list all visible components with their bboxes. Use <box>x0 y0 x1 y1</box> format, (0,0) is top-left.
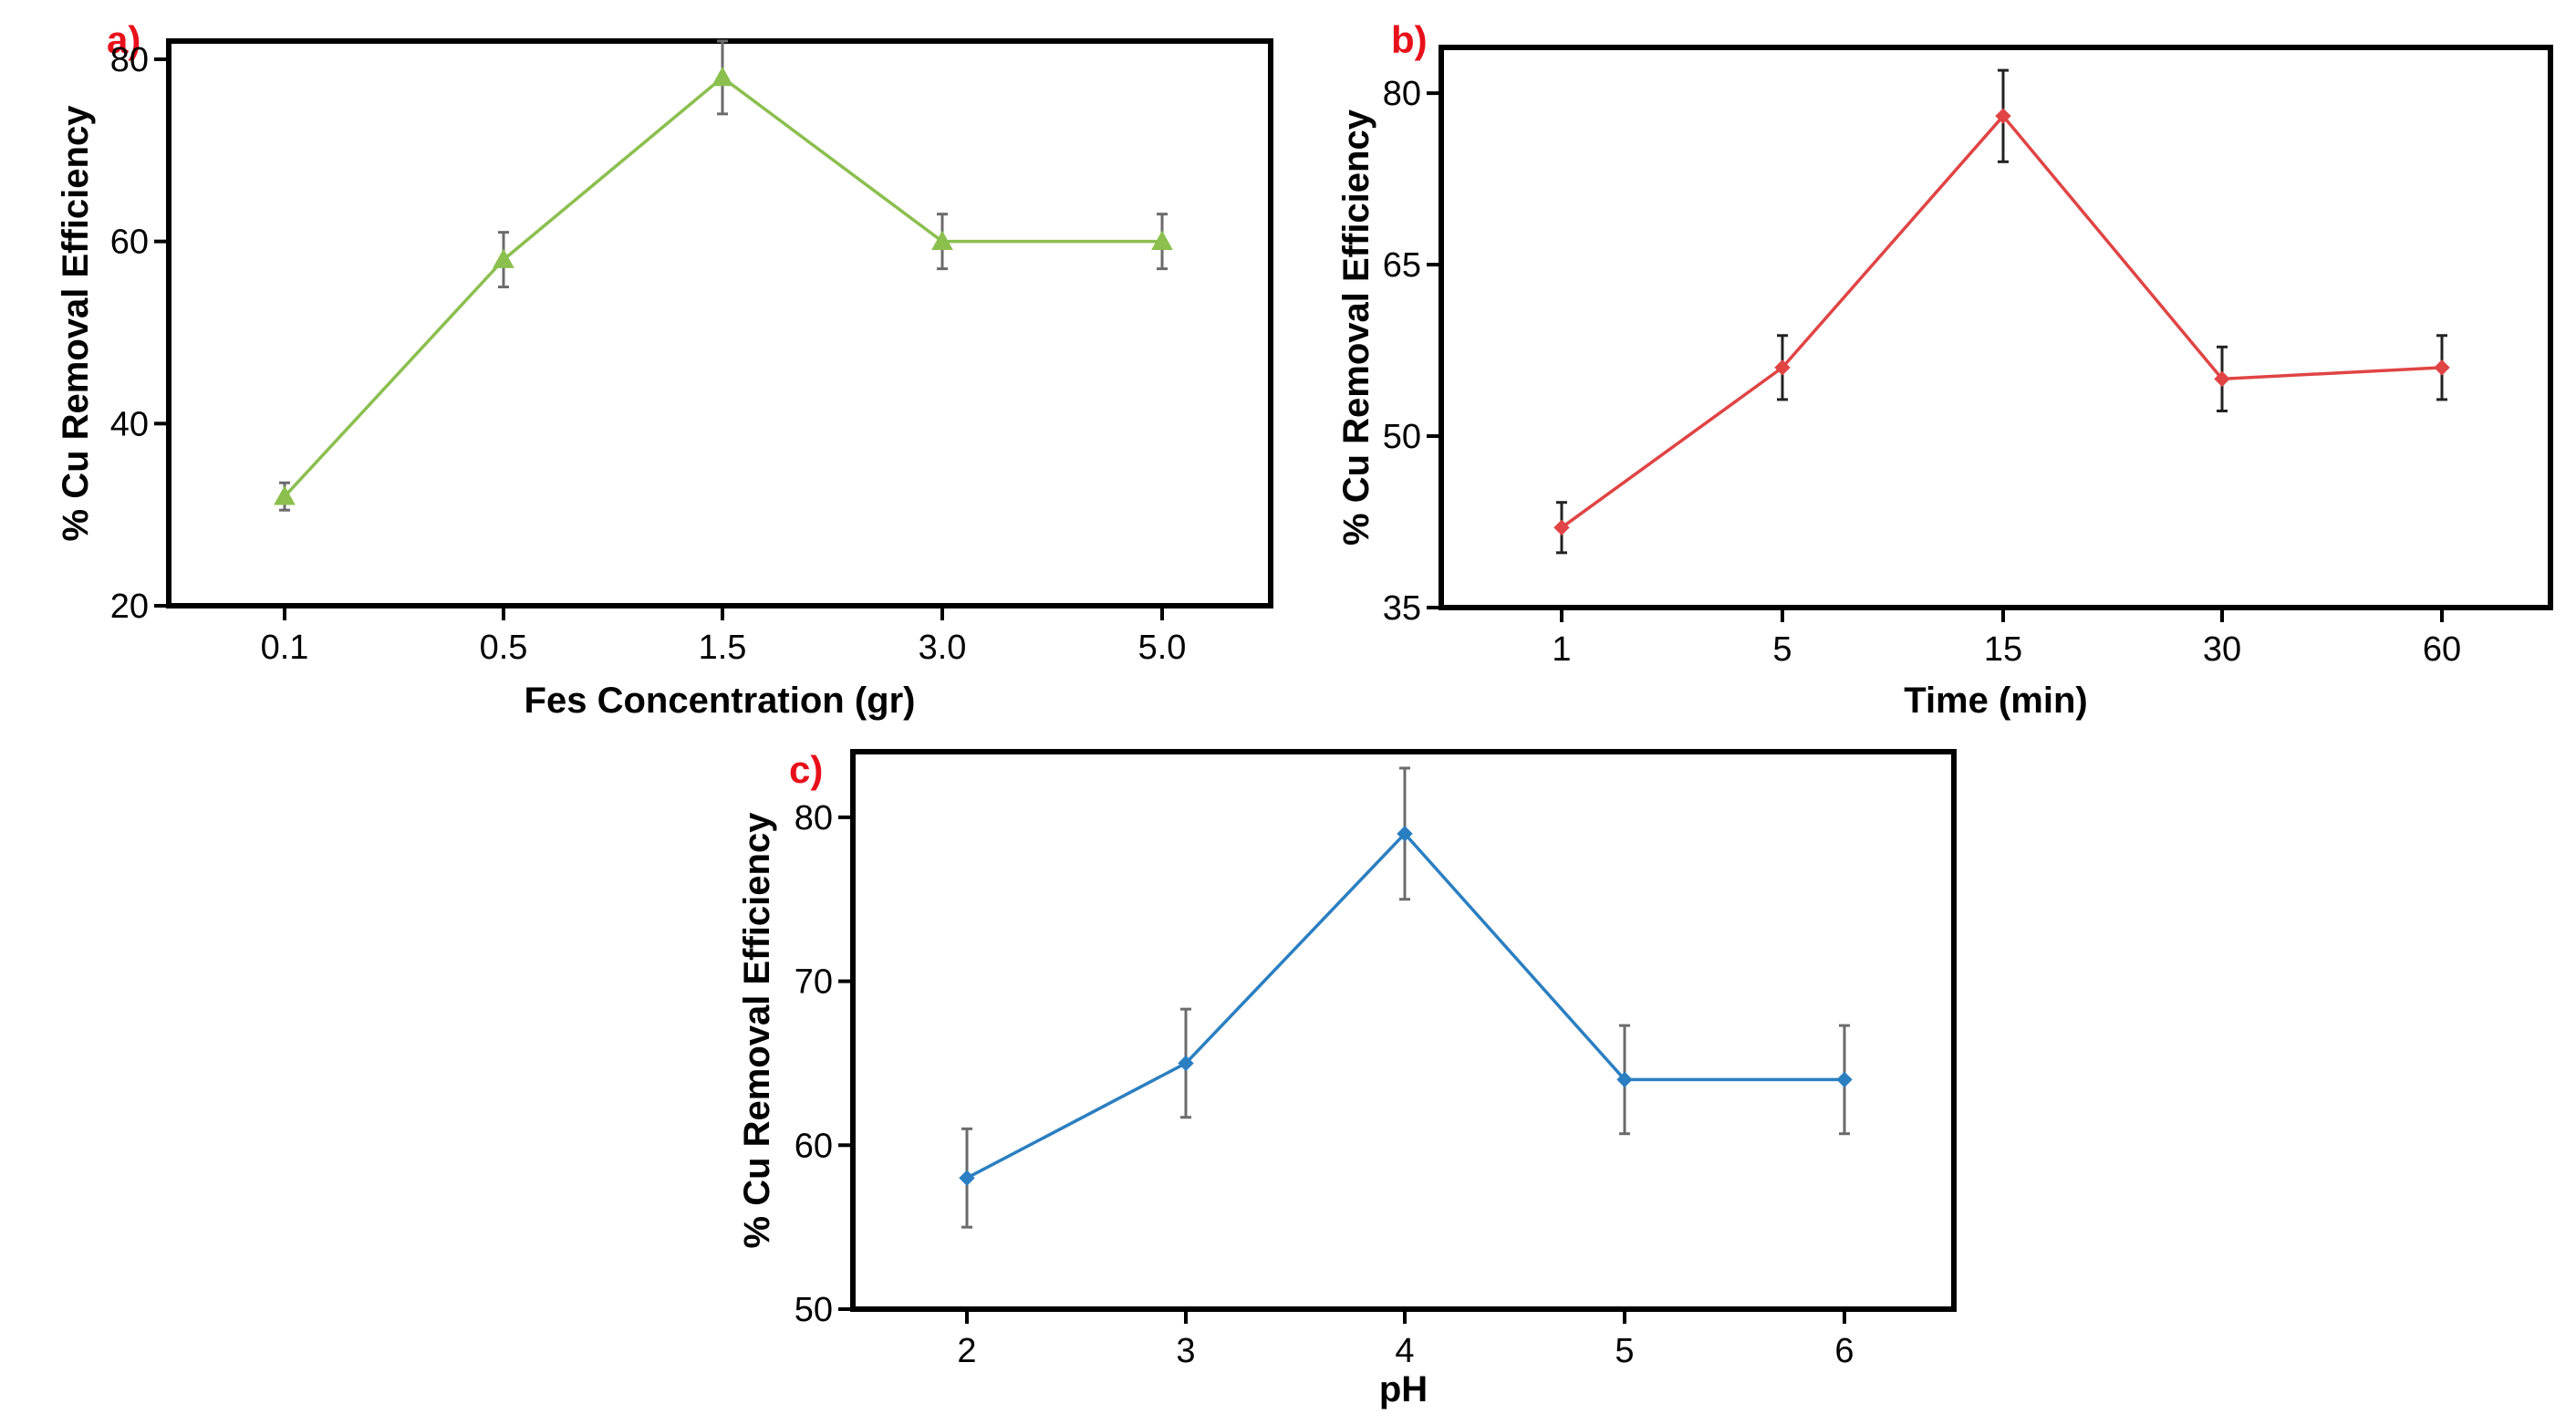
data-point <box>493 248 514 268</box>
data-point <box>1178 1055 1194 1072</box>
y-axis-label: % Cu Removal Efficiency <box>56 105 96 542</box>
x-axis-label: Time (min) <box>1904 681 2088 721</box>
x-axis-label: pH <box>1379 1369 1428 1409</box>
series-line <box>283 75 1162 498</box>
data-point <box>712 66 733 87</box>
x-tick-label: 1 <box>1552 630 1571 669</box>
y-tick-label: 70 <box>795 963 833 1002</box>
y-tick-label: 50 <box>1383 418 1421 456</box>
x-tick-label: 3.0 <box>919 629 967 667</box>
data-point <box>1397 826 1413 842</box>
data-point <box>2434 359 2450 376</box>
x-tick-label: 30 <box>2203 630 2241 669</box>
panel-label: b) <box>1391 18 1428 61</box>
data-point <box>1836 1071 1853 1088</box>
y-tick-label: 65 <box>1383 246 1421 285</box>
y-tick-label: 60 <box>795 1127 833 1165</box>
data-point <box>2214 370 2230 388</box>
y-tick-label: 80 <box>1383 75 1421 113</box>
x-tick-label: 5 <box>1615 1332 1634 1370</box>
x-tick-label: 5.0 <box>1138 629 1187 667</box>
x-tick-label: 5 <box>1772 630 1792 669</box>
data-point <box>1616 1071 1633 1088</box>
y-axis-label: % Cu Removal Efficiency <box>737 812 777 1249</box>
x-axis-label: Fes Concentration (gr) <box>525 681 916 721</box>
x-tick-label: 15 <box>1984 630 2022 669</box>
x-tick-label: 2 <box>957 1332 976 1370</box>
y-tick-label: 80 <box>110 41 149 79</box>
y-tick-label: 50 <box>795 1291 833 1329</box>
x-tick-label: 0.5 <box>480 629 528 667</box>
x-tick-label: 60 <box>2423 630 2461 669</box>
y-tick-label: 40 <box>110 405 149 443</box>
data-point <box>959 1170 975 1186</box>
y-axis-label: % Cu Removal Efficiency <box>1336 109 1376 546</box>
panel-label: c) <box>789 748 823 791</box>
plot-frame <box>1439 45 2553 610</box>
data-point <box>1553 519 1570 536</box>
y-tick-label: 35 <box>1383 589 1421 628</box>
panel-label: a) <box>107 18 140 61</box>
x-tick-label: 4 <box>1395 1332 1414 1370</box>
y-tick-label: 20 <box>110 588 149 626</box>
y-tick-label: 80 <box>795 799 833 837</box>
data-point <box>1774 359 1791 376</box>
x-tick-label: 6 <box>1834 1332 1854 1370</box>
data-point <box>1151 230 1173 250</box>
data-point <box>274 485 296 505</box>
y-tick-label: 60 <box>110 224 149 262</box>
x-tick-label: 0.1 <box>261 629 309 667</box>
chart-c: c) 50 60 70 80 2 3 4 5 6 pH % Cu Removal Efficiency <box>737 748 1957 1409</box>
data-point <box>1995 108 2011 124</box>
x-tick-label: 1.5 <box>699 629 747 667</box>
plot-frame <box>166 38 1273 608</box>
x-tick-label: 3 <box>1176 1332 1195 1370</box>
chart-a: a) 20 40 60 80 0.1 0.5 1.5 3.0 5.0 Fes Concentrati… <box>56 18 1273 721</box>
series-line <box>1560 113 2443 529</box>
data-point <box>931 230 953 250</box>
